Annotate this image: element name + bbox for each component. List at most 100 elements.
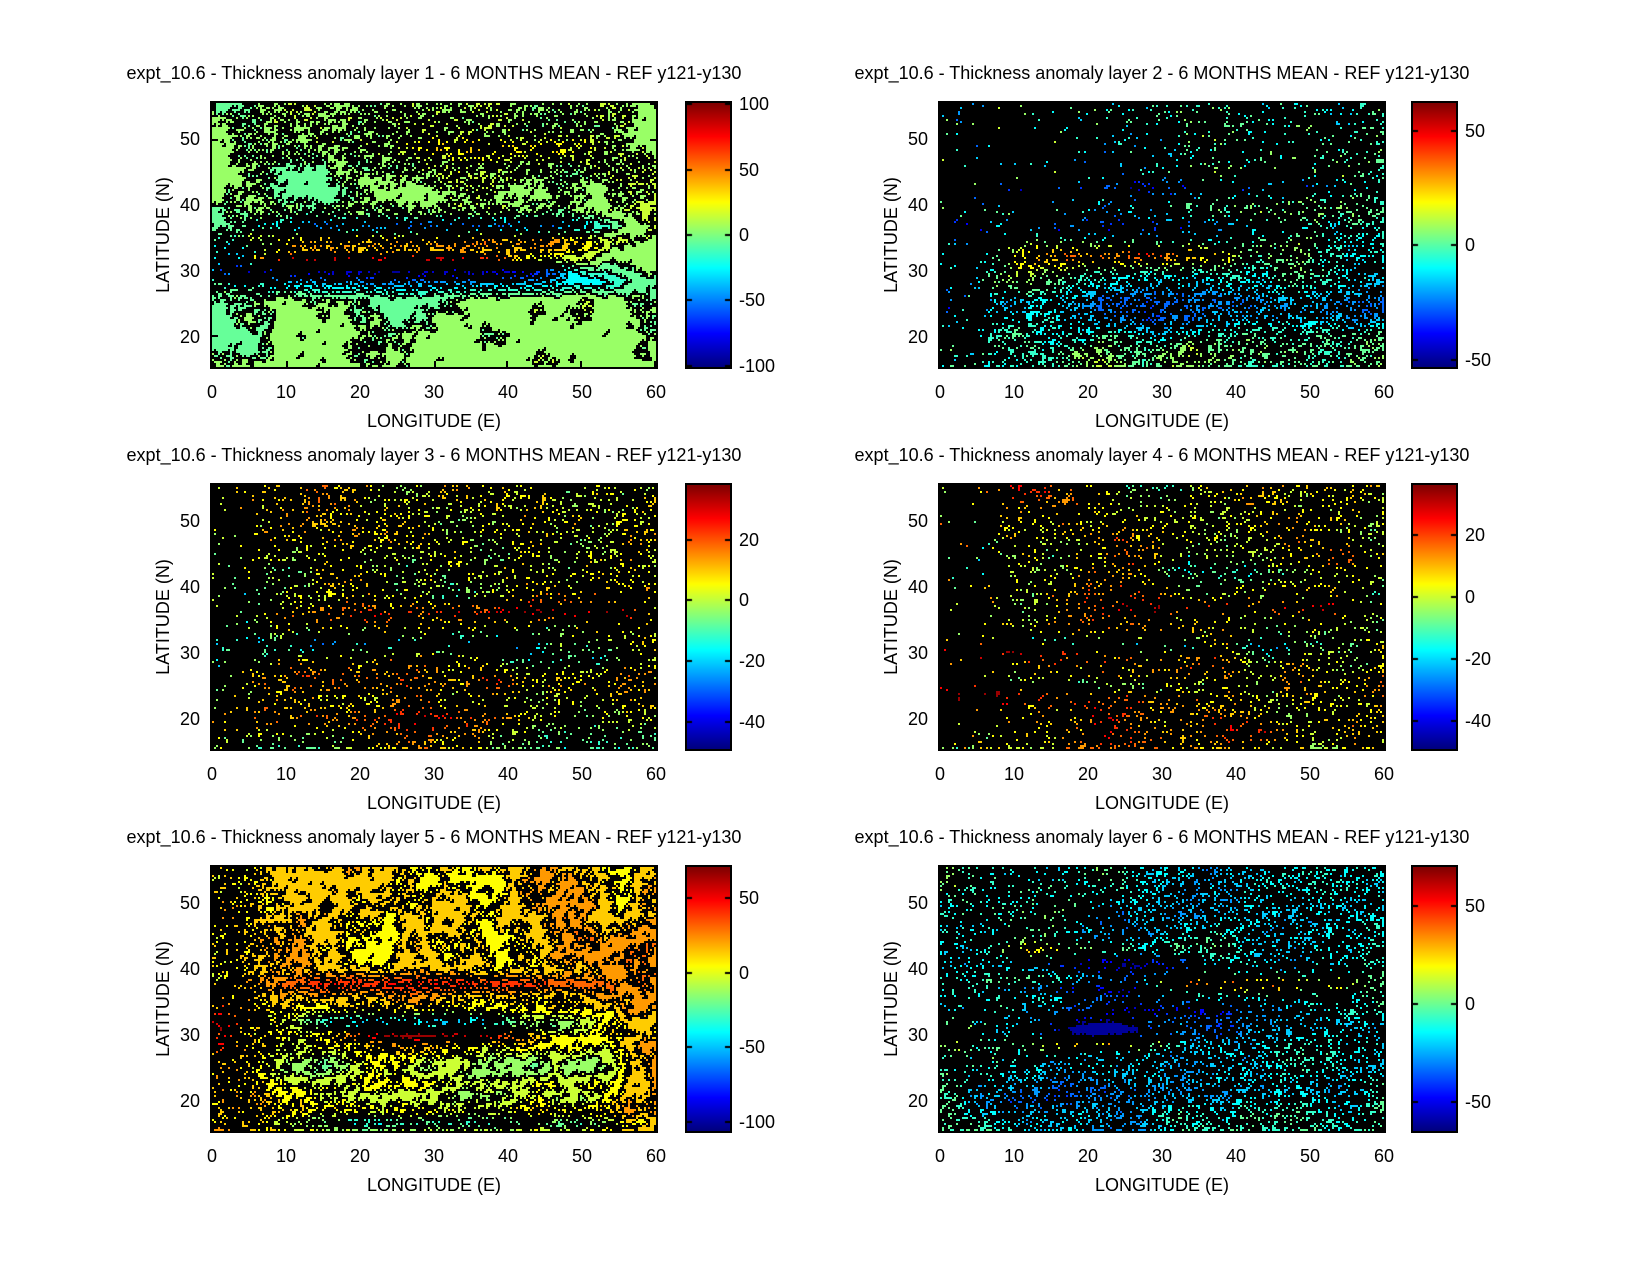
colorbar-tick-label: -50 (739, 290, 766, 311)
y-tick-label: 50 (179, 511, 200, 532)
x-tick-label: 10 (275, 764, 297, 784)
colorbar-tick-label: 20 (1465, 524, 1486, 545)
x-tick-label: 60 (1373, 382, 1395, 402)
x-tick-label: 40 (1225, 1146, 1247, 1166)
y-tick-label: 40 (179, 959, 200, 980)
x-tick-label: 40 (497, 1146, 519, 1166)
y-tick-label: 30 (907, 261, 928, 282)
x-tick-label: 50 (571, 764, 593, 784)
contour-plot (938, 865, 1386, 1133)
colorbar-tick-label: -100 (739, 355, 776, 376)
y-tick-label: 30 (179, 261, 200, 282)
x-axis-label: LONGITUDE (E) (366, 793, 502, 813)
x-tick-label: 20 (349, 764, 371, 784)
x-tick-label: 50 (571, 382, 593, 402)
y-tick-label: 30 (907, 1025, 928, 1046)
x-tick-label: 30 (423, 764, 445, 784)
x-tick-label: 10 (275, 1146, 297, 1166)
x-tick-label: 20 (1077, 1146, 1099, 1166)
y-tick-label: 40 (907, 959, 928, 980)
y-axis-label: LATITUDE (N) (153, 941, 173, 1057)
subplot-title: expt_10.6 - Thickness anomaly layer 6 - … (854, 827, 1470, 847)
colorbar-tick-label: 0 (739, 225, 750, 245)
y-tick-label: 50 (907, 893, 928, 914)
colorbar-tick-label: 0 (1465, 235, 1476, 256)
x-axis-label: LONGITUDE (E) (366, 1175, 502, 1195)
colorbar-tick-label: -20 (1465, 648, 1492, 669)
y-tick-label: 50 (907, 511, 928, 532)
x-tick-label: 20 (349, 382, 371, 402)
y-tick-label: 40 (907, 577, 928, 598)
colorbar (685, 483, 732, 751)
y-tick-label: 50 (179, 893, 200, 914)
x-axis-label: LONGITUDE (E) (366, 411, 502, 431)
y-tick-label: 50 (179, 129, 200, 150)
y-tick-label: 40 (179, 195, 200, 216)
x-tick-label: 30 (1151, 1146, 1173, 1166)
subplot-title: expt_10.6 - Thickness anomaly layer 5 - … (126, 827, 742, 847)
x-tick-label: 60 (1373, 1146, 1395, 1166)
y-tick-label: 20 (907, 709, 928, 730)
x-tick-label: 60 (1373, 764, 1395, 784)
y-tick-label: 30 (907, 643, 928, 664)
contour-plot (210, 101, 658, 369)
x-tick-label: 30 (1151, 382, 1173, 402)
y-axis-label: LATITUDE (N) (153, 177, 173, 293)
y-tick-label: 40 (907, 195, 928, 216)
x-tick-label: 10 (1003, 764, 1025, 784)
subplot-title: expt_10.6 - Thickness anomaly layer 2 - … (854, 63, 1470, 83)
y-tick-label: 20 (179, 709, 200, 730)
y-axis-label: LATITUDE (N) (881, 559, 901, 675)
subplot-title: expt_10.6 - Thickness anomaly layer 4 - … (854, 445, 1470, 465)
y-tick-label: 20 (907, 1091, 928, 1112)
x-tick-label: 50 (1299, 382, 1321, 402)
x-tick-label: 0 (206, 382, 217, 402)
y-axis-label: LATITUDE (N) (881, 177, 901, 293)
x-tick-label: 30 (423, 1146, 445, 1166)
y-tick-label: 30 (179, 643, 200, 664)
colorbar-tick-label: -20 (739, 651, 766, 671)
colorbar-tick-label: 20 (739, 529, 760, 550)
contour-plot (938, 483, 1386, 751)
y-tick-label: 30 (179, 1025, 200, 1046)
subplot-title: expt_10.6 - Thickness anomaly layer 3 - … (126, 445, 742, 465)
y-tick-label: 40 (179, 577, 200, 598)
contour-plot (210, 865, 658, 1133)
y-tick-label: 50 (907, 129, 928, 150)
colorbar-tick-label: 50 (739, 888, 760, 909)
colorbar-tick-label: 0 (739, 962, 750, 983)
y-axis-label: LATITUDE (N) (881, 941, 901, 1057)
y-tick-label: 20 (179, 327, 200, 348)
x-tick-label: 60 (645, 382, 667, 402)
x-tick-label: 20 (349, 1146, 371, 1166)
colorbar (1411, 101, 1458, 369)
x-tick-label: 10 (1003, 382, 1025, 402)
x-tick-label: 20 (1077, 382, 1099, 402)
x-tick-label: 60 (645, 1146, 667, 1166)
x-tick-label: 0 (934, 1146, 945, 1166)
colorbar-tick-label: -50 (739, 1037, 766, 1058)
x-tick-label: 20 (1077, 764, 1099, 784)
colorbar-tick-label: 0 (1465, 586, 1476, 607)
colorbar-tick-label: 0 (1465, 993, 1476, 1014)
colorbar (685, 101, 732, 369)
colorbar-tick-label: -100 (739, 1112, 776, 1133)
colorbar (685, 865, 732, 1133)
x-tick-label: 60 (645, 764, 667, 784)
x-tick-label: 0 (206, 764, 217, 784)
x-axis-label: LONGITUDE (E) (1094, 793, 1230, 813)
subplot-title: expt_10.6 - Thickness anomaly layer 1 - … (126, 63, 742, 83)
colorbar-tick-label: 100 (739, 94, 770, 115)
x-tick-label: 10 (275, 382, 297, 402)
colorbar-tick-label: -40 (1465, 711, 1492, 732)
x-tick-label: 50 (1299, 764, 1321, 784)
x-tick-label: 10 (1003, 1146, 1025, 1166)
x-tick-label: 40 (497, 382, 519, 402)
colorbar-tick-label: 50 (1465, 120, 1486, 141)
x-tick-label: 0 (206, 1146, 217, 1166)
